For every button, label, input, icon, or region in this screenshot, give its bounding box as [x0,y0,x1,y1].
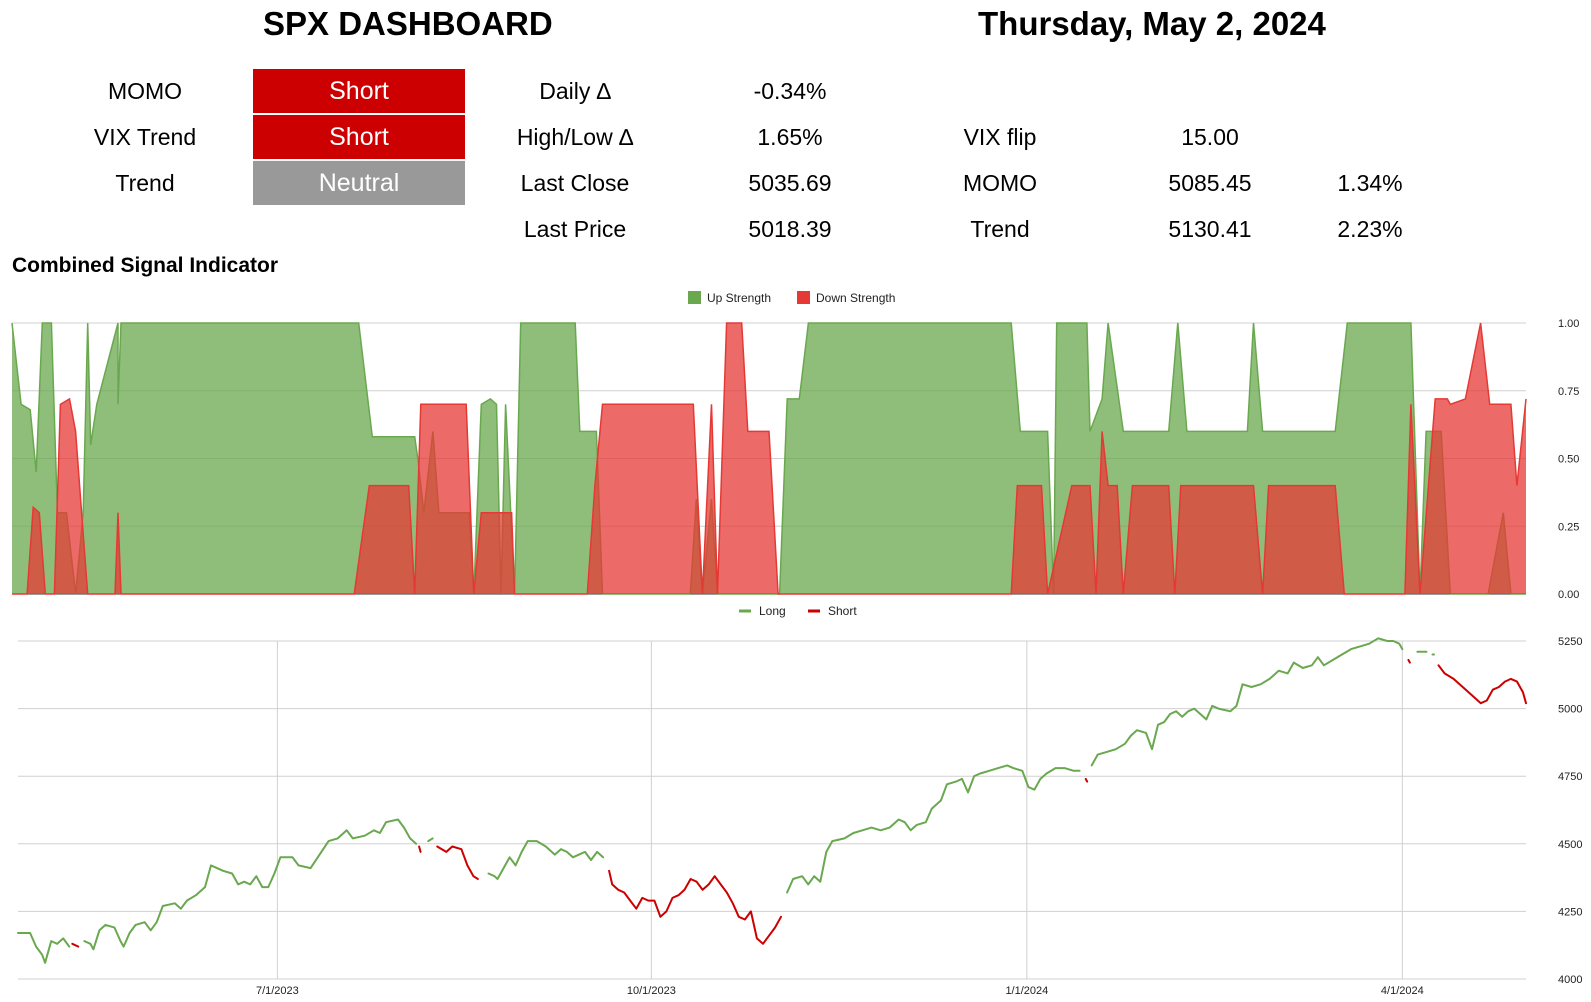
level-label-vix-flip: VIX flip [963,124,1037,150]
stat-label-daily-delta: Daily ∆ [539,78,611,104]
level-value-momo: 5085.45 [1168,170,1252,196]
ytick-price: 4500 [1558,839,1582,851]
level-label-trend: Trend [970,216,1030,242]
price-line-short [608,869,782,945]
price-line-short [1407,658,1411,664]
ytick-price: 4000 [1558,974,1582,986]
signal-badge-vix-trend: Short [253,115,465,159]
section-title: Combined Signal Indicator [12,254,279,277]
ytick-price: 5250 [1558,636,1582,648]
legend-swatch-up [688,291,701,304]
stat-value-last-close: 5035.69 [748,170,832,196]
stat-value-high-low-delta: 1.65% [757,124,823,150]
price-line-long [1090,637,1404,767]
price-line-short [436,845,479,880]
level-value-vix-flip: 15.00 [1181,124,1239,150]
xtick-date: 7/1/2023 [256,985,299,997]
legend-label-up: Up Strength [707,291,771,305]
xtick-date: 4/1/2024 [1381,985,1424,997]
price-line-long [786,764,1081,894]
level-pct-trend: 2.23% [1337,216,1403,242]
dashboard-date: Thursday, May 2, 2024 [978,5,1326,42]
ytick-signal: 1.00 [1558,318,1579,330]
price-line-long [427,837,434,843]
stat-label-last-price: Last Price [523,216,627,242]
price-line-short [71,942,80,948]
ytick-signal: 0.25 [1558,521,1579,533]
legend-label-down: Down Strength [816,291,895,305]
stat-value-daily-delta: -0.34% [753,78,827,104]
price-line-short [1084,777,1089,783]
xtick-date: 10/1/2023 [627,985,676,997]
ytick-signal: 0.00 [1558,589,1579,601]
area-down-strength [12,323,1526,594]
signal-badge-momo: Short [253,69,465,113]
signal-label-momo: MOMO [107,78,183,104]
legend-label-short: Short [828,604,857,618]
stat-value-last-price: 5018.39 [748,216,832,242]
stat-label-high-low-delta: High/Low ∆ [516,124,634,150]
level-pct-momo: 1.34% [1337,170,1403,196]
level-label-momo: MOMO [962,170,1038,196]
price-line-long [17,932,71,964]
ytick-price: 5000 [1558,704,1582,716]
ytick-signal: 0.75 [1558,386,1579,398]
signal-badge-trend: Neutral [253,161,465,205]
level-value-trend: 5130.41 [1168,216,1252,242]
price-line-short [418,845,422,853]
legend-swatch-down [797,291,810,304]
stat-label-last-close: Last Close [520,170,630,196]
signal-label-vix-trend: VIX Trend [93,124,197,150]
dashboard-title: SPX DASHBOARD [263,5,553,42]
ytick-price: 4250 [1558,906,1582,918]
price-line-long [487,840,605,880]
ytick-signal: 0.50 [1558,454,1579,466]
price-line-short [1437,664,1527,705]
legend-label-long: Long [759,604,786,618]
ytick-price: 4750 [1558,771,1582,783]
signal-label-trend: Trend [115,170,175,196]
line-down-strength [12,322,1527,595]
price-line-long [83,818,418,951]
xtick-date: 1/1/2024 [1005,985,1048,997]
